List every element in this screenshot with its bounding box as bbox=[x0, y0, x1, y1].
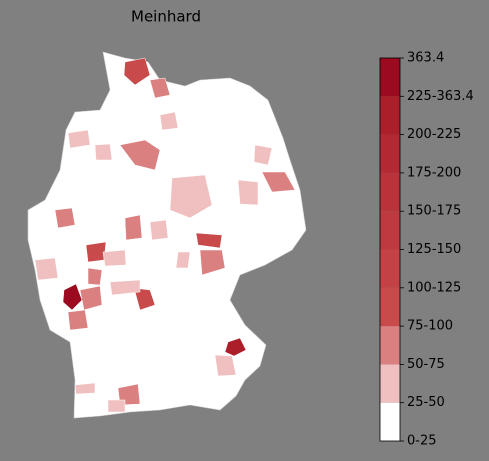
colorbar-segment bbox=[380, 134, 400, 173]
colorbar-label: 0-25 bbox=[407, 434, 437, 449]
colorbar: 0-25 25-50 50-75 75-100 100-125 125-150 150-17… bbox=[379, 51, 474, 449]
region-fills bbox=[34, 57, 296, 413]
germany-map bbox=[27, 51, 307, 419]
colorbar-label: 50-75 bbox=[407, 357, 445, 372]
colorbar-segment bbox=[380, 172, 400, 212]
map-title: Meinhard bbox=[131, 8, 201, 26]
colorbar-segment bbox=[380, 364, 400, 403]
colorbar-segment bbox=[380, 96, 400, 135]
colorbar-label: 25-50 bbox=[407, 395, 445, 410]
colorbar-label: 175-200 bbox=[407, 165, 461, 180]
colorbar-label: 100-125 bbox=[407, 280, 461, 295]
colorbar-segment bbox=[380, 58, 400, 97]
colorbar-label: 150-175 bbox=[407, 204, 461, 219]
colorbar-segment bbox=[380, 402, 400, 441]
colorbar-segment bbox=[380, 211, 400, 250]
colorbar-segment bbox=[380, 326, 400, 365]
colorbar-label: 125-150 bbox=[407, 242, 461, 257]
colorbar-label: 200-225 bbox=[407, 127, 461, 142]
colorbar-segment bbox=[380, 287, 400, 327]
colorbar-label: 225-363.4 bbox=[407, 89, 474, 104]
colorbar-label: 75-100 bbox=[407, 319, 453, 334]
colorbar-segment bbox=[380, 249, 400, 288]
colorbar-label: 363.4 bbox=[407, 51, 444, 66]
